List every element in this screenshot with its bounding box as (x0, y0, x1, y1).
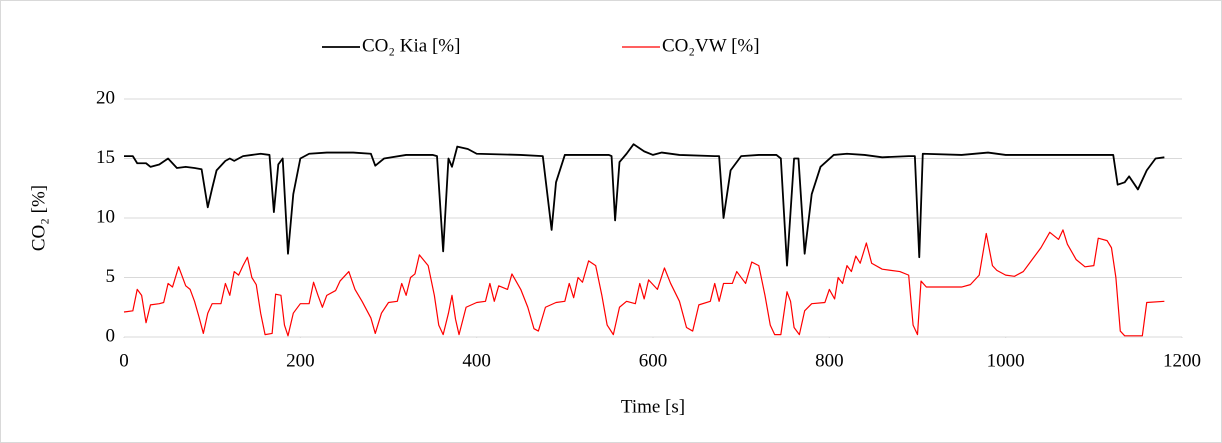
y-tick-label: 5 (106, 266, 116, 287)
y-tick-label: 10 (96, 206, 115, 227)
x-tick-label: 200 (286, 350, 315, 371)
x-tick-label: 800 (815, 350, 844, 371)
series-line (124, 143, 1165, 267)
x-tick-label: 600 (639, 350, 668, 371)
legend-label: CO₂ Kia [%] (362, 35, 460, 56)
series-line (123, 229, 1165, 337)
y-tick-label: 0 (106, 325, 116, 346)
y-tick-label: 20 (96, 87, 115, 108)
x-axis-label: Time [s] (621, 396, 685, 417)
x-tick-label: 400 (462, 350, 491, 371)
y-tick-label: 15 (96, 147, 115, 168)
x-tick-label: 1200 (1163, 350, 1201, 371)
x-tick-label: 0 (119, 350, 129, 371)
y-axis-label: CO₂ [%] (28, 185, 49, 251)
x-tick-label: 1000 (987, 350, 1025, 371)
legend-label: CO₂VW [%] (662, 35, 760, 56)
